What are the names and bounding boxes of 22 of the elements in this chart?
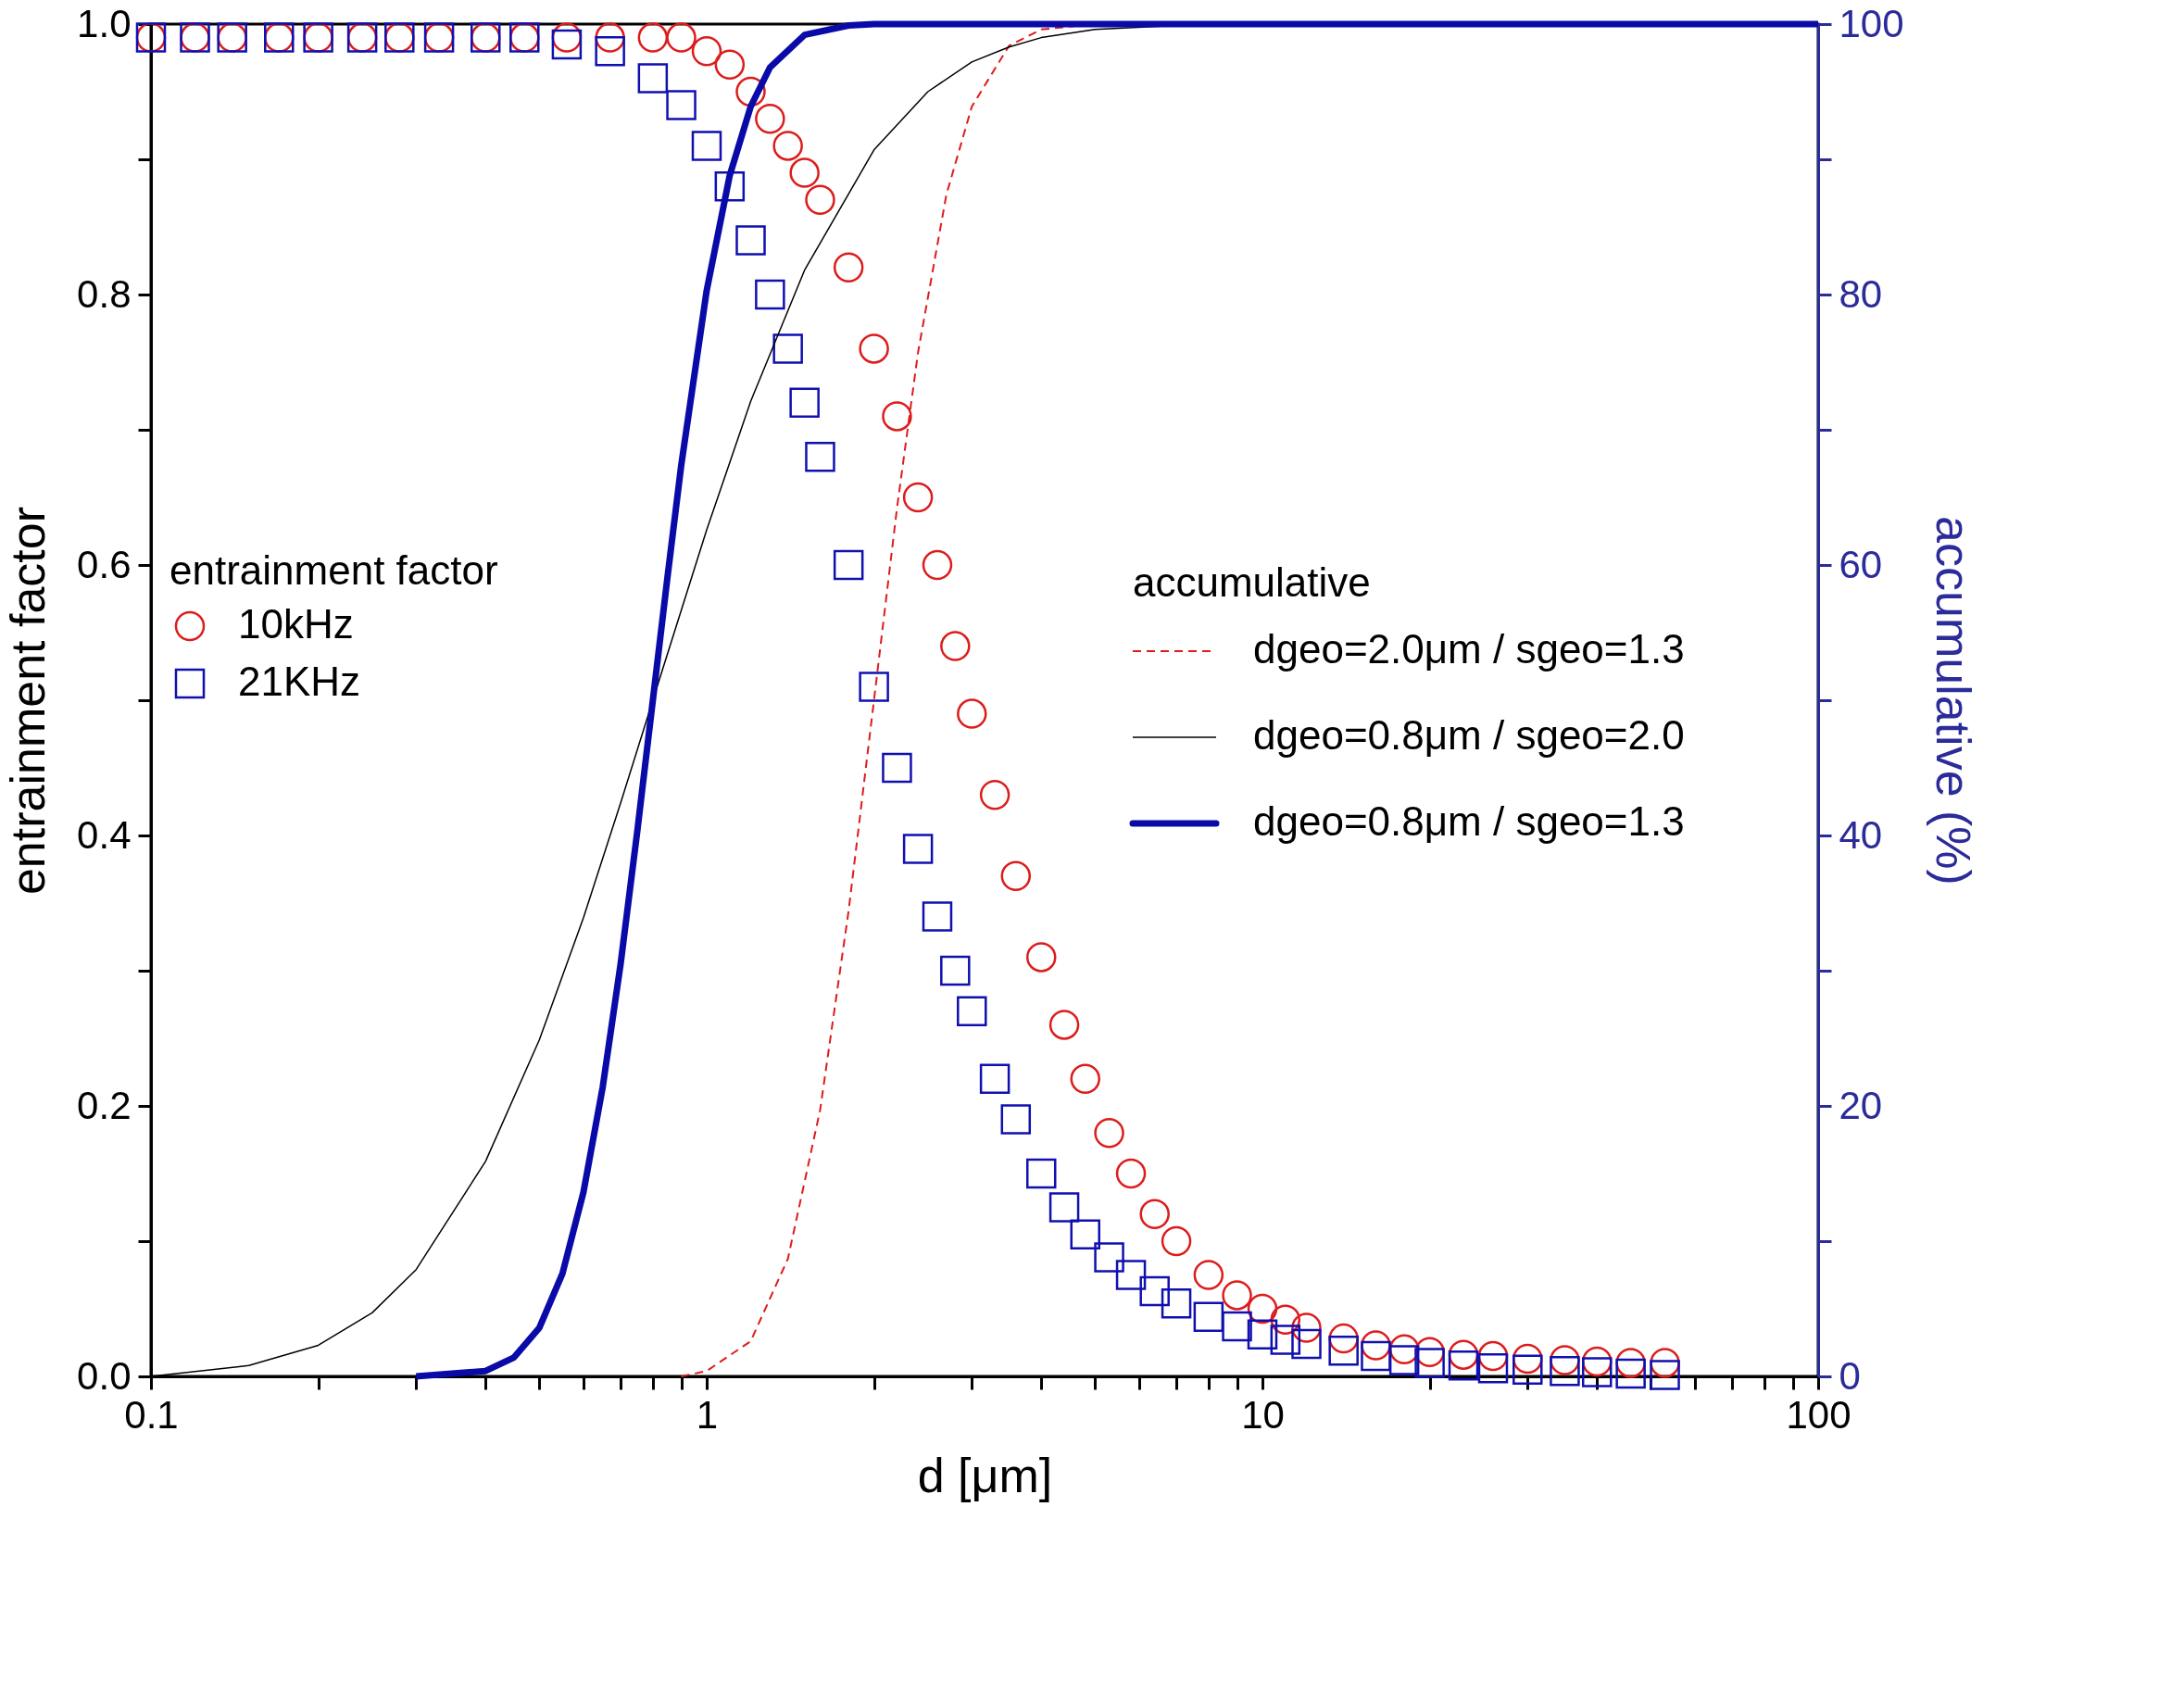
legend-label: dgeo=0.8μm / sgeo=2.0 (1253, 712, 1685, 758)
y2-tick-label: 60 (1839, 542, 1883, 586)
legend-label: 10kHz (238, 601, 354, 647)
y-tick-label: 0.6 (77, 542, 132, 586)
legend-label: 21KHz (238, 659, 361, 704)
legend-label: dgeo=2.0μm / sgeo=1.3 (1253, 626, 1685, 672)
y-tick-label: 0.4 (77, 812, 132, 857)
text: entrainment factor (169, 547, 498, 593)
y-axis-title: entrainment factor (1, 506, 56, 896)
x-tick-label: 10 (1241, 1392, 1285, 1437)
text: accumulative (1133, 559, 1371, 605)
legend-label: dgeo=0.8μm / sgeo=1.3 (1253, 798, 1685, 844)
y2-tick-label: 80 (1839, 271, 1883, 316)
y-tick-label: 0.2 (77, 1083, 132, 1127)
y2-axis-title: accumulative (%) (1926, 516, 1980, 885)
y-tick-label: 0.8 (77, 271, 132, 316)
y2-tick-label: 100 (1839, 1, 1904, 45)
x-tick-label: 1 (696, 1392, 719, 1437)
x-axis-title: d [μm] (917, 1448, 1053, 1502)
y2-tick-label: 40 (1839, 812, 1883, 857)
y2-tick-label: 20 (1839, 1083, 1883, 1127)
y-tick-label: 1.0 (77, 1, 132, 45)
